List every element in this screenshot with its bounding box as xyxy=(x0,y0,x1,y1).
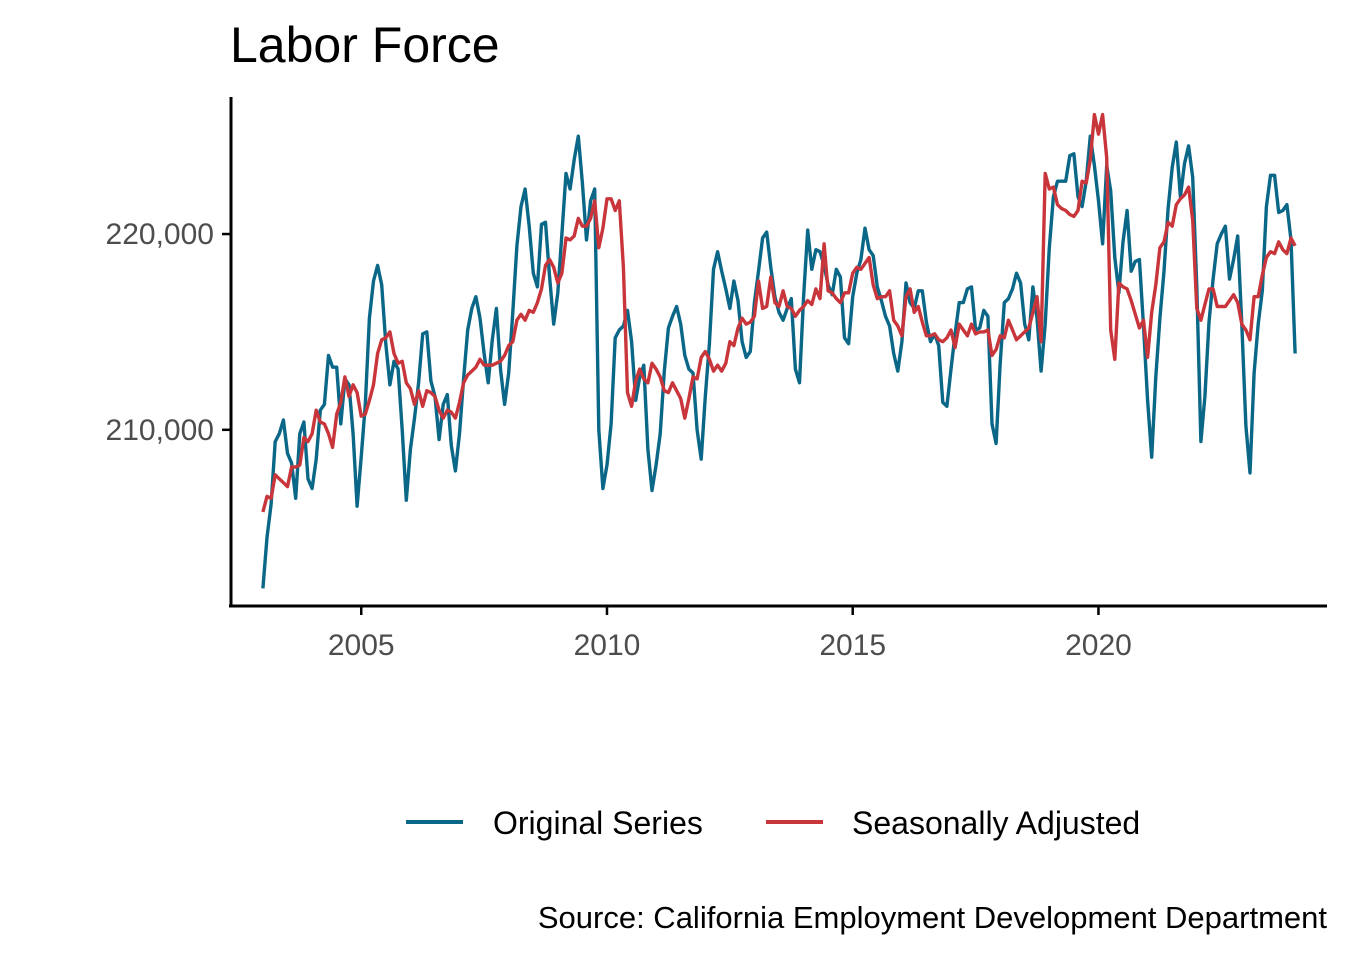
x-ticks: 2005 2010 2015 2020 xyxy=(328,606,1132,662)
y-tick-label: 220,000 xyxy=(106,218,214,251)
legend-label-original-series: Original Series xyxy=(493,805,703,841)
series-line-seasonally-adjusted xyxy=(261,112,1297,513)
x-tick-label: 2005 xyxy=(328,629,395,662)
x-tick-label: 2020 xyxy=(1065,629,1132,662)
legend: Original Series Seasonally Adjusted xyxy=(406,805,1140,841)
chart-title: Labor Force xyxy=(230,17,500,73)
x-tick-label: 2015 xyxy=(819,629,886,662)
legend-label-seasonally-adjusted: Seasonally Adjusted xyxy=(852,805,1140,841)
y-ticks: 210,000 220,000 xyxy=(106,218,231,447)
y-tick-label: 210,000 xyxy=(106,414,214,447)
series-line-original-series xyxy=(261,134,1297,589)
x-tick-label: 2010 xyxy=(574,629,641,662)
source-caption: Source: California Employment Developmen… xyxy=(538,900,1328,935)
series-layer xyxy=(261,112,1297,589)
